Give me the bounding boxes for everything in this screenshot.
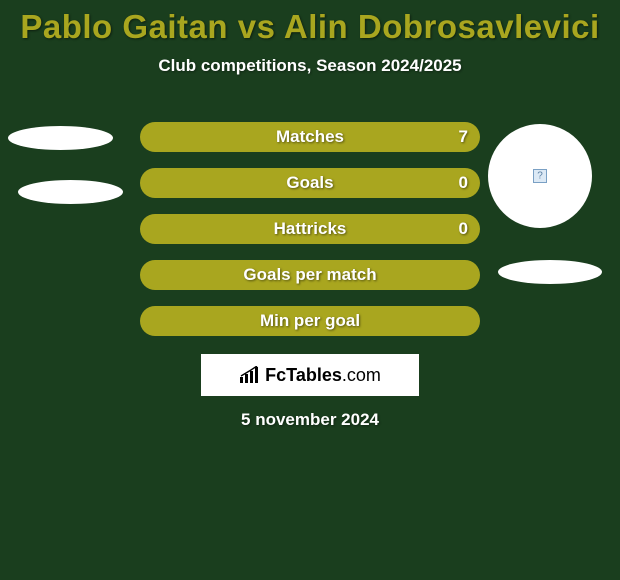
site-logo: FcTables.com xyxy=(201,354,419,396)
page-subtitle: Club competitions, Season 2024/2025 xyxy=(0,56,620,76)
stat-bar: Min per goal xyxy=(140,306,480,336)
stat-label: Matches xyxy=(140,127,480,147)
site-logo-text: FcTables.com xyxy=(265,365,381,386)
page-root: Pablo Gaitan vs Alin Dobrosavlevici Club… xyxy=(0,0,620,580)
logo-text-fc: Fc xyxy=(265,365,286,385)
stat-value-right: 0 xyxy=(459,219,468,239)
stat-bar: Hattricks 0 xyxy=(140,214,480,244)
date-label: 5 november 2024 xyxy=(0,410,620,430)
stat-value-right: 0 xyxy=(459,173,468,193)
stat-bar: Matches 7 xyxy=(140,122,480,152)
player2-avatar xyxy=(488,124,592,228)
stat-row: Min per goal xyxy=(0,306,620,352)
stat-label: Hattricks xyxy=(140,219,480,239)
stat-label: Goals xyxy=(140,173,480,193)
player2-ellipse xyxy=(498,260,602,284)
avatar-placeholder-icon xyxy=(533,169,547,183)
stat-value-right: 7 xyxy=(459,127,468,147)
logo-text-tables: Tables xyxy=(286,365,342,385)
stat-label: Min per goal xyxy=(140,311,480,331)
bar-chart-icon xyxy=(239,366,261,384)
stat-bar: Goals 0 xyxy=(140,168,480,198)
logo-text-suffix: .com xyxy=(342,365,381,385)
site-logo-inner: FcTables.com xyxy=(239,365,381,386)
page-title: Pablo Gaitan vs Alin Dobrosavlevici xyxy=(0,0,620,46)
stat-label: Goals per match xyxy=(140,265,480,285)
stat-bar: Goals per match xyxy=(140,260,480,290)
